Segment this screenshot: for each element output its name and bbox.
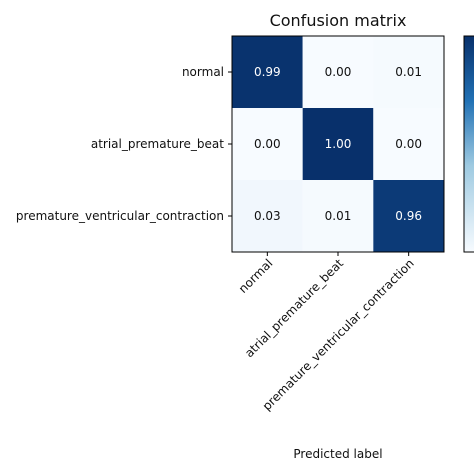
y-tick-label: normal	[182, 65, 224, 79]
heatmap-cell-r0-c1	[302, 36, 374, 108]
heatmap-cell-r1-c0	[232, 108, 303, 180]
heatmap-cell-r2-c0	[232, 180, 303, 252]
heatmap-cell-r2-c2	[373, 180, 444, 252]
y-tick-label: atrial_premature_beat	[91, 137, 224, 151]
cell-value-label-r2-c2: 0.96	[395, 209, 422, 223]
cell-value-label-r0-c2: 0.01	[395, 65, 422, 79]
heatmap-cell-r0-c2	[373, 36, 444, 108]
colorbar-gradient	[463, 35, 474, 253]
heatmap-cell-r2-c1	[302, 180, 374, 252]
chart-title: Confusion matrix	[270, 11, 407, 30]
cell-value-label-r0-c0: 0.99	[254, 65, 281, 79]
x-tick-labels: normalatrial_premature_beatpremature_ven…	[236, 252, 417, 413]
cell-value-label-r1-c0: 0.00	[254, 137, 281, 151]
cell-value-label-r2-c1: 0.01	[325, 209, 352, 223]
y-tick-labels: normal atrial_premature_beat premature_ven…	[16, 65, 232, 223]
heatmap-cell-labels: 0.99 0.00 0.01 0.00 1.00 0.00 0.03 0.01 0.96	[254, 65, 422, 223]
cell-value-label-r2-c0: 0.03	[254, 209, 281, 223]
y-tick-label: premature_ventricular_contraction	[16, 209, 224, 223]
cell-value-label-r1-c2: 0.00	[395, 137, 422, 151]
cell-value-label-r0-c1: 0.00	[325, 65, 352, 79]
x-tick-label: premature_ventricular_contraction	[260, 256, 417, 413]
heatmap-cells	[232, 36, 444, 252]
x-tick-label: normal	[236, 256, 276, 296]
colorbar	[463, 35, 474, 253]
heatmap-cell-r1-c2	[373, 108, 444, 180]
heatmap-cell-r1-c1	[302, 108, 374, 180]
cell-value-label-r1-c1: 1.00	[325, 137, 352, 151]
x-axis-title: Predicted label	[293, 447, 382, 461]
heatmap-cell-r0-c0	[232, 36, 303, 108]
